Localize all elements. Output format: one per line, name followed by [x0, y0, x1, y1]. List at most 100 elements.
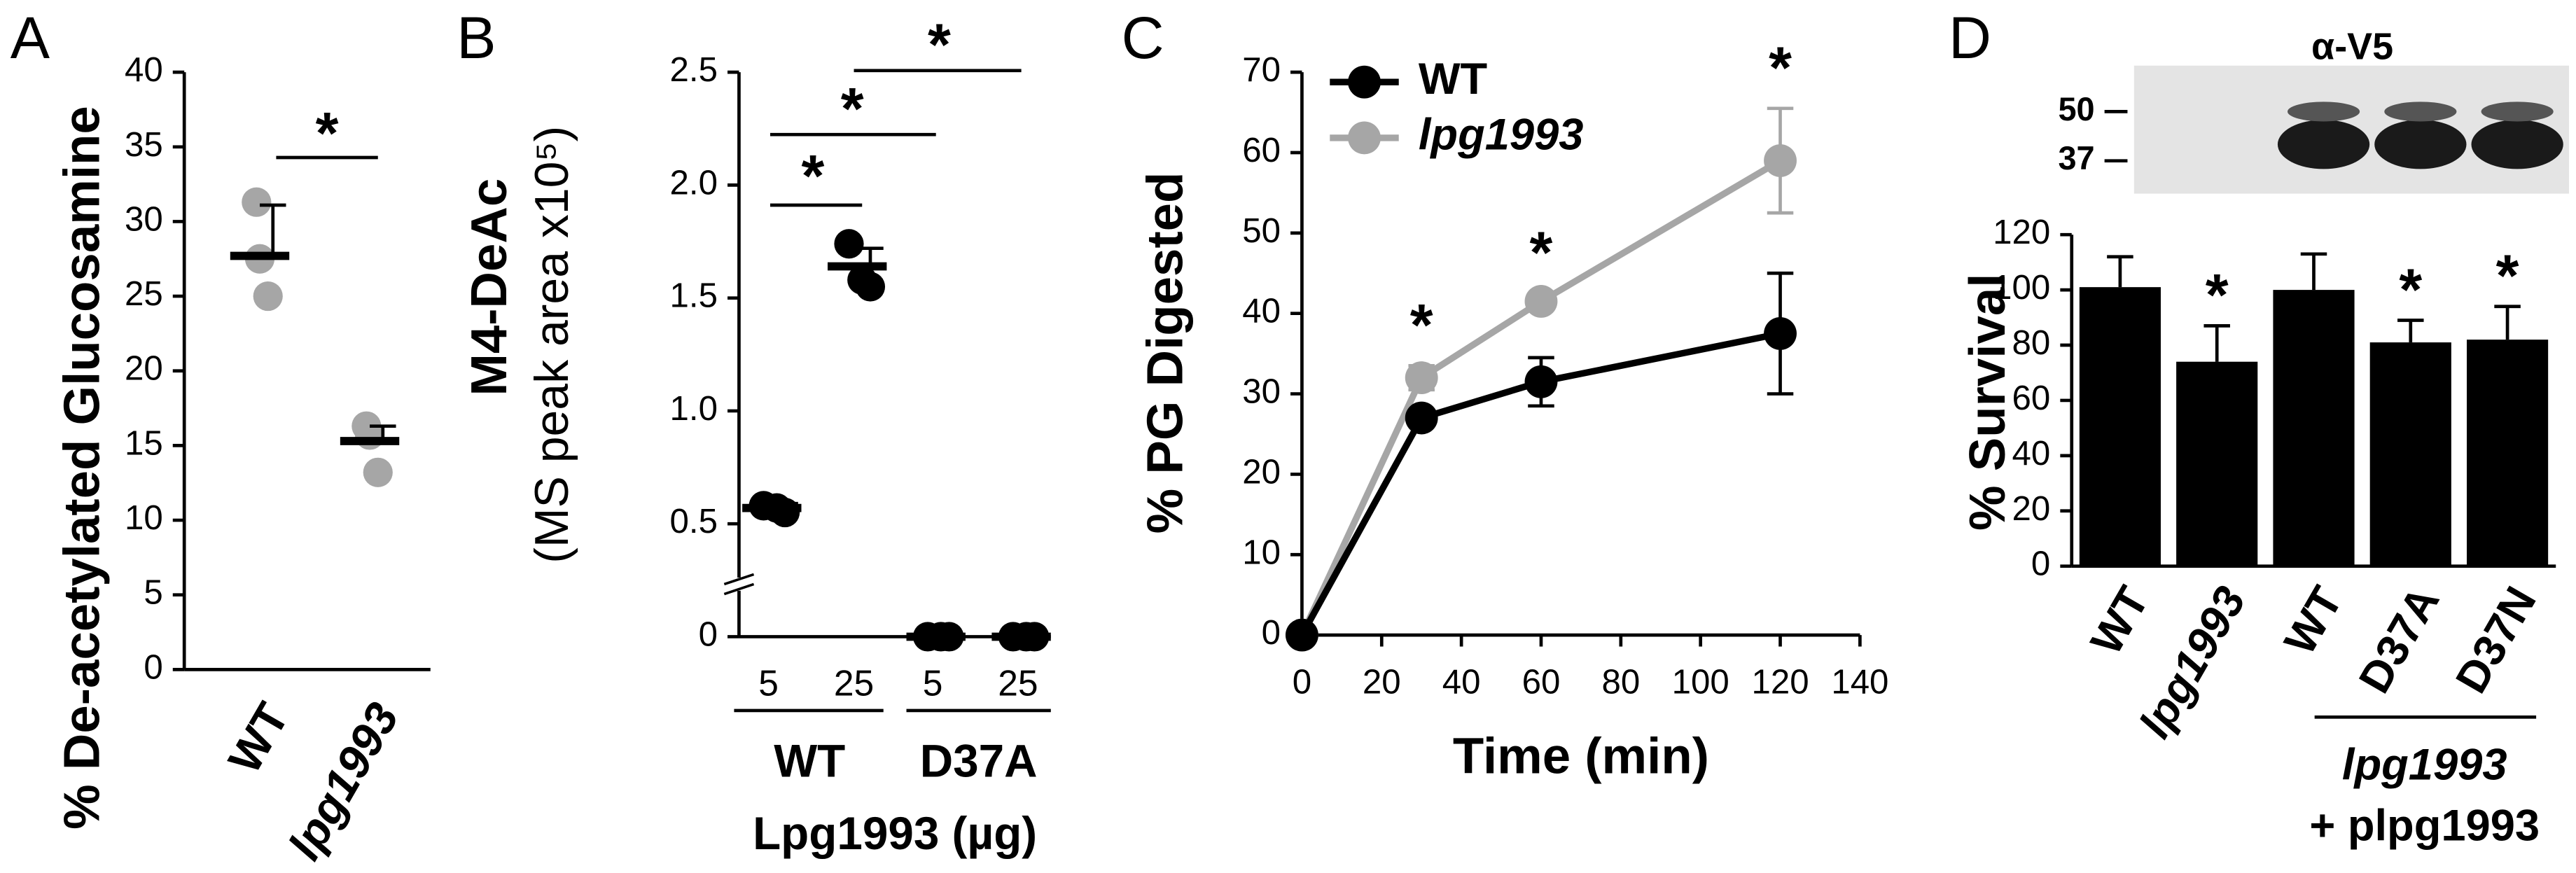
- y-tick-label: 35: [125, 125, 163, 164]
- data-point: [834, 229, 864, 259]
- y-tick-label: 60: [2012, 379, 2051, 417]
- y-tick-label: 0: [699, 615, 718, 653]
- data-point: [1524, 365, 1558, 398]
- y-tick-label: 5: [144, 573, 162, 612]
- y-axis-title: M4-DeAc: [461, 179, 517, 396]
- y-tick-label: 50: [1242, 211, 1281, 250]
- annotation: *: [841, 76, 864, 141]
- group-label: WT: [774, 736, 845, 787]
- y-tick-label: 0: [144, 648, 162, 686]
- blot-band: [2471, 120, 2563, 169]
- x-tick-label: D37N: [2446, 579, 2545, 701]
- y-axis-title: % De-acetylated Glucosamine: [54, 106, 111, 830]
- y-tick-label: 15: [125, 424, 163, 462]
- blot-band: [2277, 120, 2370, 169]
- x-tick-label: 25: [998, 662, 1038, 703]
- group-label: lpg1993: [2342, 741, 2507, 790]
- panel-letter: B: [457, 5, 496, 71]
- data-point: [1405, 361, 1438, 395]
- annotation: *: [2206, 262, 2229, 328]
- panel-letter: C: [1122, 5, 1164, 71]
- data-point: [1764, 144, 1797, 177]
- x-tick-label: 80: [1601, 662, 1640, 701]
- blot-band: [2287, 102, 2360, 122]
- x-axis-title: Lpg1993 (µg): [753, 808, 1037, 859]
- x-tick-label: 20: [1363, 662, 1401, 701]
- series-line: [1299, 158, 1782, 637]
- data-point: [1764, 316, 1797, 350]
- annotation: *: [2399, 256, 2422, 322]
- legend-label: WT: [1419, 55, 1487, 104]
- annotation: *: [316, 100, 339, 166]
- legend-label: lpg1993: [1419, 111, 1584, 160]
- y-axis-title: % Survival: [1959, 274, 2016, 531]
- y-tick-label: 30: [125, 200, 163, 238]
- y-tick-label: 10: [1242, 533, 1281, 571]
- x-tick-label: 40: [1442, 662, 1481, 701]
- data-point: [242, 187, 272, 217]
- axis-break: [723, 573, 755, 586]
- data-point: [855, 272, 886, 302]
- bar: [2176, 361, 2258, 566]
- data-point: [1524, 285, 1558, 318]
- blot-marker: 37: [2058, 140, 2094, 176]
- x-tick-label: WT: [2082, 579, 2159, 663]
- blot-title: α-V5: [2311, 26, 2393, 68]
- x-tick-label: WT: [2275, 579, 2352, 663]
- y-tick-label: 100: [1993, 268, 2050, 307]
- data-point: [1405, 401, 1438, 435]
- x-tick-label: 120: [1751, 662, 1809, 701]
- y-tick-label: 40: [2012, 434, 2051, 473]
- series-line: [1299, 330, 1781, 637]
- annotation: *: [928, 12, 951, 78]
- y-tick-label: 40: [125, 50, 163, 89]
- blot-band: [2374, 120, 2467, 169]
- y-tick-label: 40: [1242, 292, 1281, 330]
- bar: [2466, 340, 2549, 566]
- group-label: D37A: [920, 736, 1038, 787]
- blot-band: [2384, 102, 2457, 122]
- y-axis-title: % PG Digested: [1137, 172, 1194, 534]
- blot-marker: 50: [2058, 91, 2094, 127]
- annotation: *: [2496, 243, 2519, 309]
- y-tick-label: 1.5: [670, 277, 718, 315]
- x-tick-label: 5: [923, 662, 943, 703]
- x-tick-label: 5: [758, 662, 779, 703]
- x-tick-label: 0: [1293, 662, 1311, 701]
- x-axis-title: Time (min): [1453, 727, 1709, 784]
- y-tick-label: 20: [1242, 452, 1281, 491]
- x-tick-label: 25: [834, 662, 874, 703]
- y-tick-label: 10: [125, 498, 163, 537]
- data-point: [253, 281, 283, 312]
- y-tick-label: 70: [1242, 50, 1281, 89]
- axis-break: [723, 582, 755, 596]
- panel-letter: D: [1949, 5, 1991, 71]
- y-tick-label: 0.5: [670, 502, 718, 540]
- y-tick-label: 25: [125, 274, 163, 313]
- y-tick-label: 30: [1242, 372, 1281, 411]
- bar: [2079, 287, 2161, 566]
- y-axis-subtitle: (MS peak area x10⁵): [525, 126, 578, 564]
- x-tick-label: 140: [1831, 662, 1888, 701]
- x-tick-label: 100: [1672, 662, 1729, 701]
- annotation: *: [1410, 292, 1433, 358]
- group-sublabel: + plpg1993: [2309, 801, 2540, 850]
- y-tick-label: 80: [2012, 323, 2051, 362]
- y-tick-label: 120: [1993, 213, 2050, 251]
- y-tick-label: 20: [2012, 489, 2051, 528]
- annotation: *: [1769, 35, 1792, 101]
- y-tick-label: 60: [1242, 131, 1281, 169]
- blot-band: [2481, 102, 2554, 122]
- x-tick-label: D37A: [2350, 579, 2449, 701]
- x-tick-label: 60: [1522, 662, 1561, 701]
- data-point: [363, 457, 393, 487]
- y-tick-label: 2.0: [670, 163, 718, 202]
- legend-marker: [1348, 121, 1381, 155]
- annotation: *: [1530, 220, 1553, 286]
- bar: [2369, 342, 2451, 566]
- y-tick-label: 20: [125, 349, 163, 388]
- y-tick-label: 1.0: [670, 389, 718, 428]
- annotation: *: [801, 143, 824, 209]
